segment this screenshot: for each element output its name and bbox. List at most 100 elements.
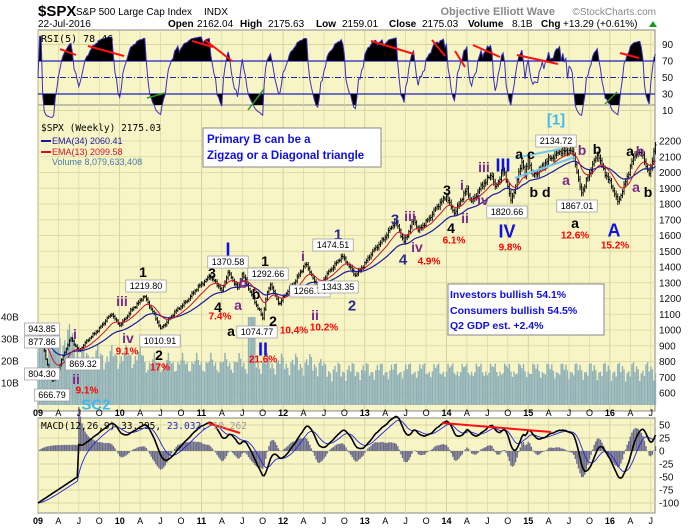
volume-bar bbox=[323, 362, 325, 405]
macd-tick-label: -100 bbox=[659, 499, 679, 510]
ema34-swatch bbox=[41, 140, 51, 142]
x-tick-label: J bbox=[567, 516, 572, 526]
volume-bar bbox=[167, 352, 170, 405]
macd-histogram-bar bbox=[525, 444, 528, 451]
volume-bar bbox=[173, 371, 176, 405]
price-tick-label: 1100 bbox=[659, 310, 681, 321]
macd-histogram-bar bbox=[353, 451, 355, 460]
macd-histogram-bar bbox=[140, 446, 143, 451]
macd-histogram-bar bbox=[540, 451, 542, 454]
macd-histogram-bar bbox=[123, 451, 126, 457]
volume-bar bbox=[334, 365, 336, 405]
macd-histogram-bar bbox=[266, 451, 269, 452]
volume-bar bbox=[70, 341, 72, 405]
macd-histogram-bar bbox=[503, 449, 506, 451]
volume-bar bbox=[635, 366, 638, 405]
volume-bar bbox=[46, 360, 49, 405]
volume-bar bbox=[469, 375, 471, 405]
macd-histogram-bar bbox=[205, 444, 207, 451]
macd-histogram-bar bbox=[238, 451, 240, 459]
volume-bar bbox=[98, 357, 100, 405]
price-label-box bbox=[34, 388, 70, 402]
macd-histogram-bar bbox=[329, 449, 331, 451]
macd-histogram-bar bbox=[483, 447, 485, 451]
volume-bar bbox=[87, 355, 89, 405]
close-label: Close bbox=[389, 19, 417, 30]
x-tick-label: A bbox=[464, 516, 470, 526]
macd-signal-legend: 23.032, bbox=[167, 421, 207, 432]
volume-bar bbox=[123, 351, 126, 405]
volume-bar bbox=[621, 365, 624, 405]
macd-histogram-bar bbox=[183, 442, 185, 451]
macd-histogram-bar bbox=[651, 451, 654, 455]
macd-histogram-bar bbox=[445, 444, 448, 451]
x-tick-label: O bbox=[504, 408, 511, 418]
macd-histogram-bar bbox=[301, 438, 303, 451]
volume-bar bbox=[241, 366, 243, 405]
volume-bar bbox=[382, 375, 385, 405]
site-credit[interactable]: ©StockCharts.com bbox=[572, 7, 656, 18]
volume-bar bbox=[290, 362, 292, 405]
macd-histogram-bar bbox=[397, 446, 399, 451]
macd-histogram-bar bbox=[590, 451, 592, 455]
volume-bar bbox=[59, 337, 61, 405]
volume-bar bbox=[452, 363, 454, 405]
macd-histogram-bar bbox=[579, 451, 581, 474]
macd-histogram-bar bbox=[293, 441, 295, 451]
exchange: INDX bbox=[204, 7, 228, 18]
volume-bar bbox=[134, 355, 137, 405]
volume-bar bbox=[106, 356, 108, 405]
correction-percent-label: 15.2% bbox=[601, 241, 629, 252]
wave-label: 1 bbox=[334, 226, 342, 243]
macd-histogram-bar bbox=[343, 444, 346, 451]
volume-bar bbox=[397, 374, 399, 405]
volume-bar bbox=[467, 372, 470, 405]
macd-histogram-bar bbox=[541, 451, 544, 452]
macd-histogram-bar bbox=[338, 443, 341, 451]
primary-b-note: Primary B can be a Zigzag or a Diagonal … bbox=[202, 127, 382, 168]
volume-bar bbox=[412, 373, 415, 405]
macd-histogram-bar bbox=[153, 451, 155, 462]
volume-bar bbox=[552, 370, 555, 405]
volume-bar bbox=[485, 371, 487, 405]
macd-histogram-bar bbox=[447, 447, 449, 451]
x-tick-label: A bbox=[464, 408, 470, 418]
macd-histogram-bar bbox=[371, 444, 374, 451]
macd-histogram-bar bbox=[326, 451, 328, 454]
price-tick-label: 1300 bbox=[659, 278, 682, 289]
volume-bar bbox=[607, 365, 610, 405]
volume-bar bbox=[477, 366, 479, 405]
volume-bar bbox=[525, 377, 528, 405]
macd-histogram-bar bbox=[639, 430, 641, 451]
volume-bar bbox=[175, 370, 177, 405]
wave-label: II bbox=[258, 339, 268, 359]
macd-histogram-bar bbox=[400, 451, 402, 455]
volume-bar bbox=[544, 374, 547, 405]
volume-bar bbox=[551, 364, 553, 405]
volume-bar bbox=[558, 374, 561, 405]
volume-bar bbox=[243, 362, 245, 405]
macd-histogram-bar bbox=[480, 449, 482, 451]
volume-bar bbox=[375, 370, 377, 405]
macd-histogram-bar bbox=[56, 445, 58, 451]
macd-histogram-bar bbox=[650, 451, 652, 457]
macd-histogram-bar bbox=[342, 443, 344, 451]
macd-histogram-bar bbox=[389, 442, 391, 451]
macd-histogram-bar bbox=[351, 451, 353, 458]
macd-histogram-bar bbox=[294, 440, 297, 451]
macd-histogram-bar bbox=[139, 446, 141, 451]
macd-histogram-bar bbox=[458, 451, 460, 459]
volume-bar bbox=[133, 363, 135, 405]
volume-bar bbox=[513, 371, 515, 405]
price-label-box bbox=[535, 134, 577, 148]
volume-bar bbox=[378, 370, 380, 405]
macd-histogram-bar bbox=[456, 451, 459, 460]
macd-histogram-bar bbox=[549, 447, 551, 451]
volume-bar bbox=[89, 370, 91, 405]
macd-histogram-bar bbox=[170, 451, 173, 454]
price-label: 2134.72 bbox=[540, 136, 573, 146]
macd-histogram-bar bbox=[645, 446, 647, 451]
macd-histogram-bar bbox=[643, 440, 646, 451]
volume-bar bbox=[362, 365, 364, 405]
